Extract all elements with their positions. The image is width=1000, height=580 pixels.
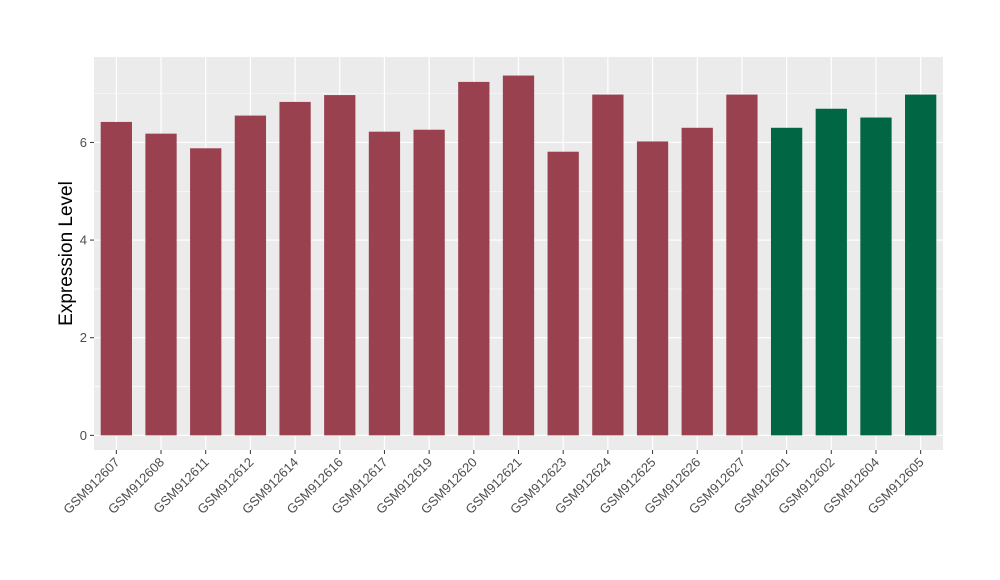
bar-GSM912626 bbox=[681, 127, 713, 436]
bar-GSM912627 bbox=[726, 94, 758, 436]
bar-GSM912611 bbox=[190, 148, 222, 436]
bar-GSM912616 bbox=[324, 95, 356, 436]
bar-GSM912625 bbox=[636, 141, 669, 436]
y-tick-label: 0 bbox=[80, 428, 87, 443]
bar-GSM912621 bbox=[502, 75, 535, 436]
y-tick-label: 6 bbox=[80, 135, 87, 150]
y-tick-label: 4 bbox=[80, 233, 87, 248]
bar-GSM912624 bbox=[592, 94, 624, 436]
bar-GSM912612 bbox=[234, 115, 267, 436]
bar-GSM912604 bbox=[860, 117, 892, 436]
bar-GSM912608 bbox=[145, 133, 177, 436]
bar-GSM912620 bbox=[458, 81, 490, 436]
y-axis: 0 2 4 6 bbox=[80, 135, 94, 443]
bar-GSM912601 bbox=[770, 127, 803, 436]
bar-GSM912623 bbox=[547, 151, 579, 436]
bar-GSM912607 bbox=[100, 121, 132, 436]
y-axis-title: Expression Level bbox=[56, 181, 77, 326]
bars bbox=[100, 75, 937, 436]
bar-GSM912605 bbox=[905, 94, 937, 436]
bar-GSM912619 bbox=[413, 129, 445, 436]
bar-GSM912614 bbox=[279, 101, 311, 436]
bar-GSM912617 bbox=[368, 131, 401, 436]
y-tick-label: 2 bbox=[80, 330, 87, 345]
x-axis: GSM912607GSM912608GSM912611GSM912612GSM9… bbox=[60, 450, 927, 517]
bar-GSM912602 bbox=[815, 108, 847, 436]
